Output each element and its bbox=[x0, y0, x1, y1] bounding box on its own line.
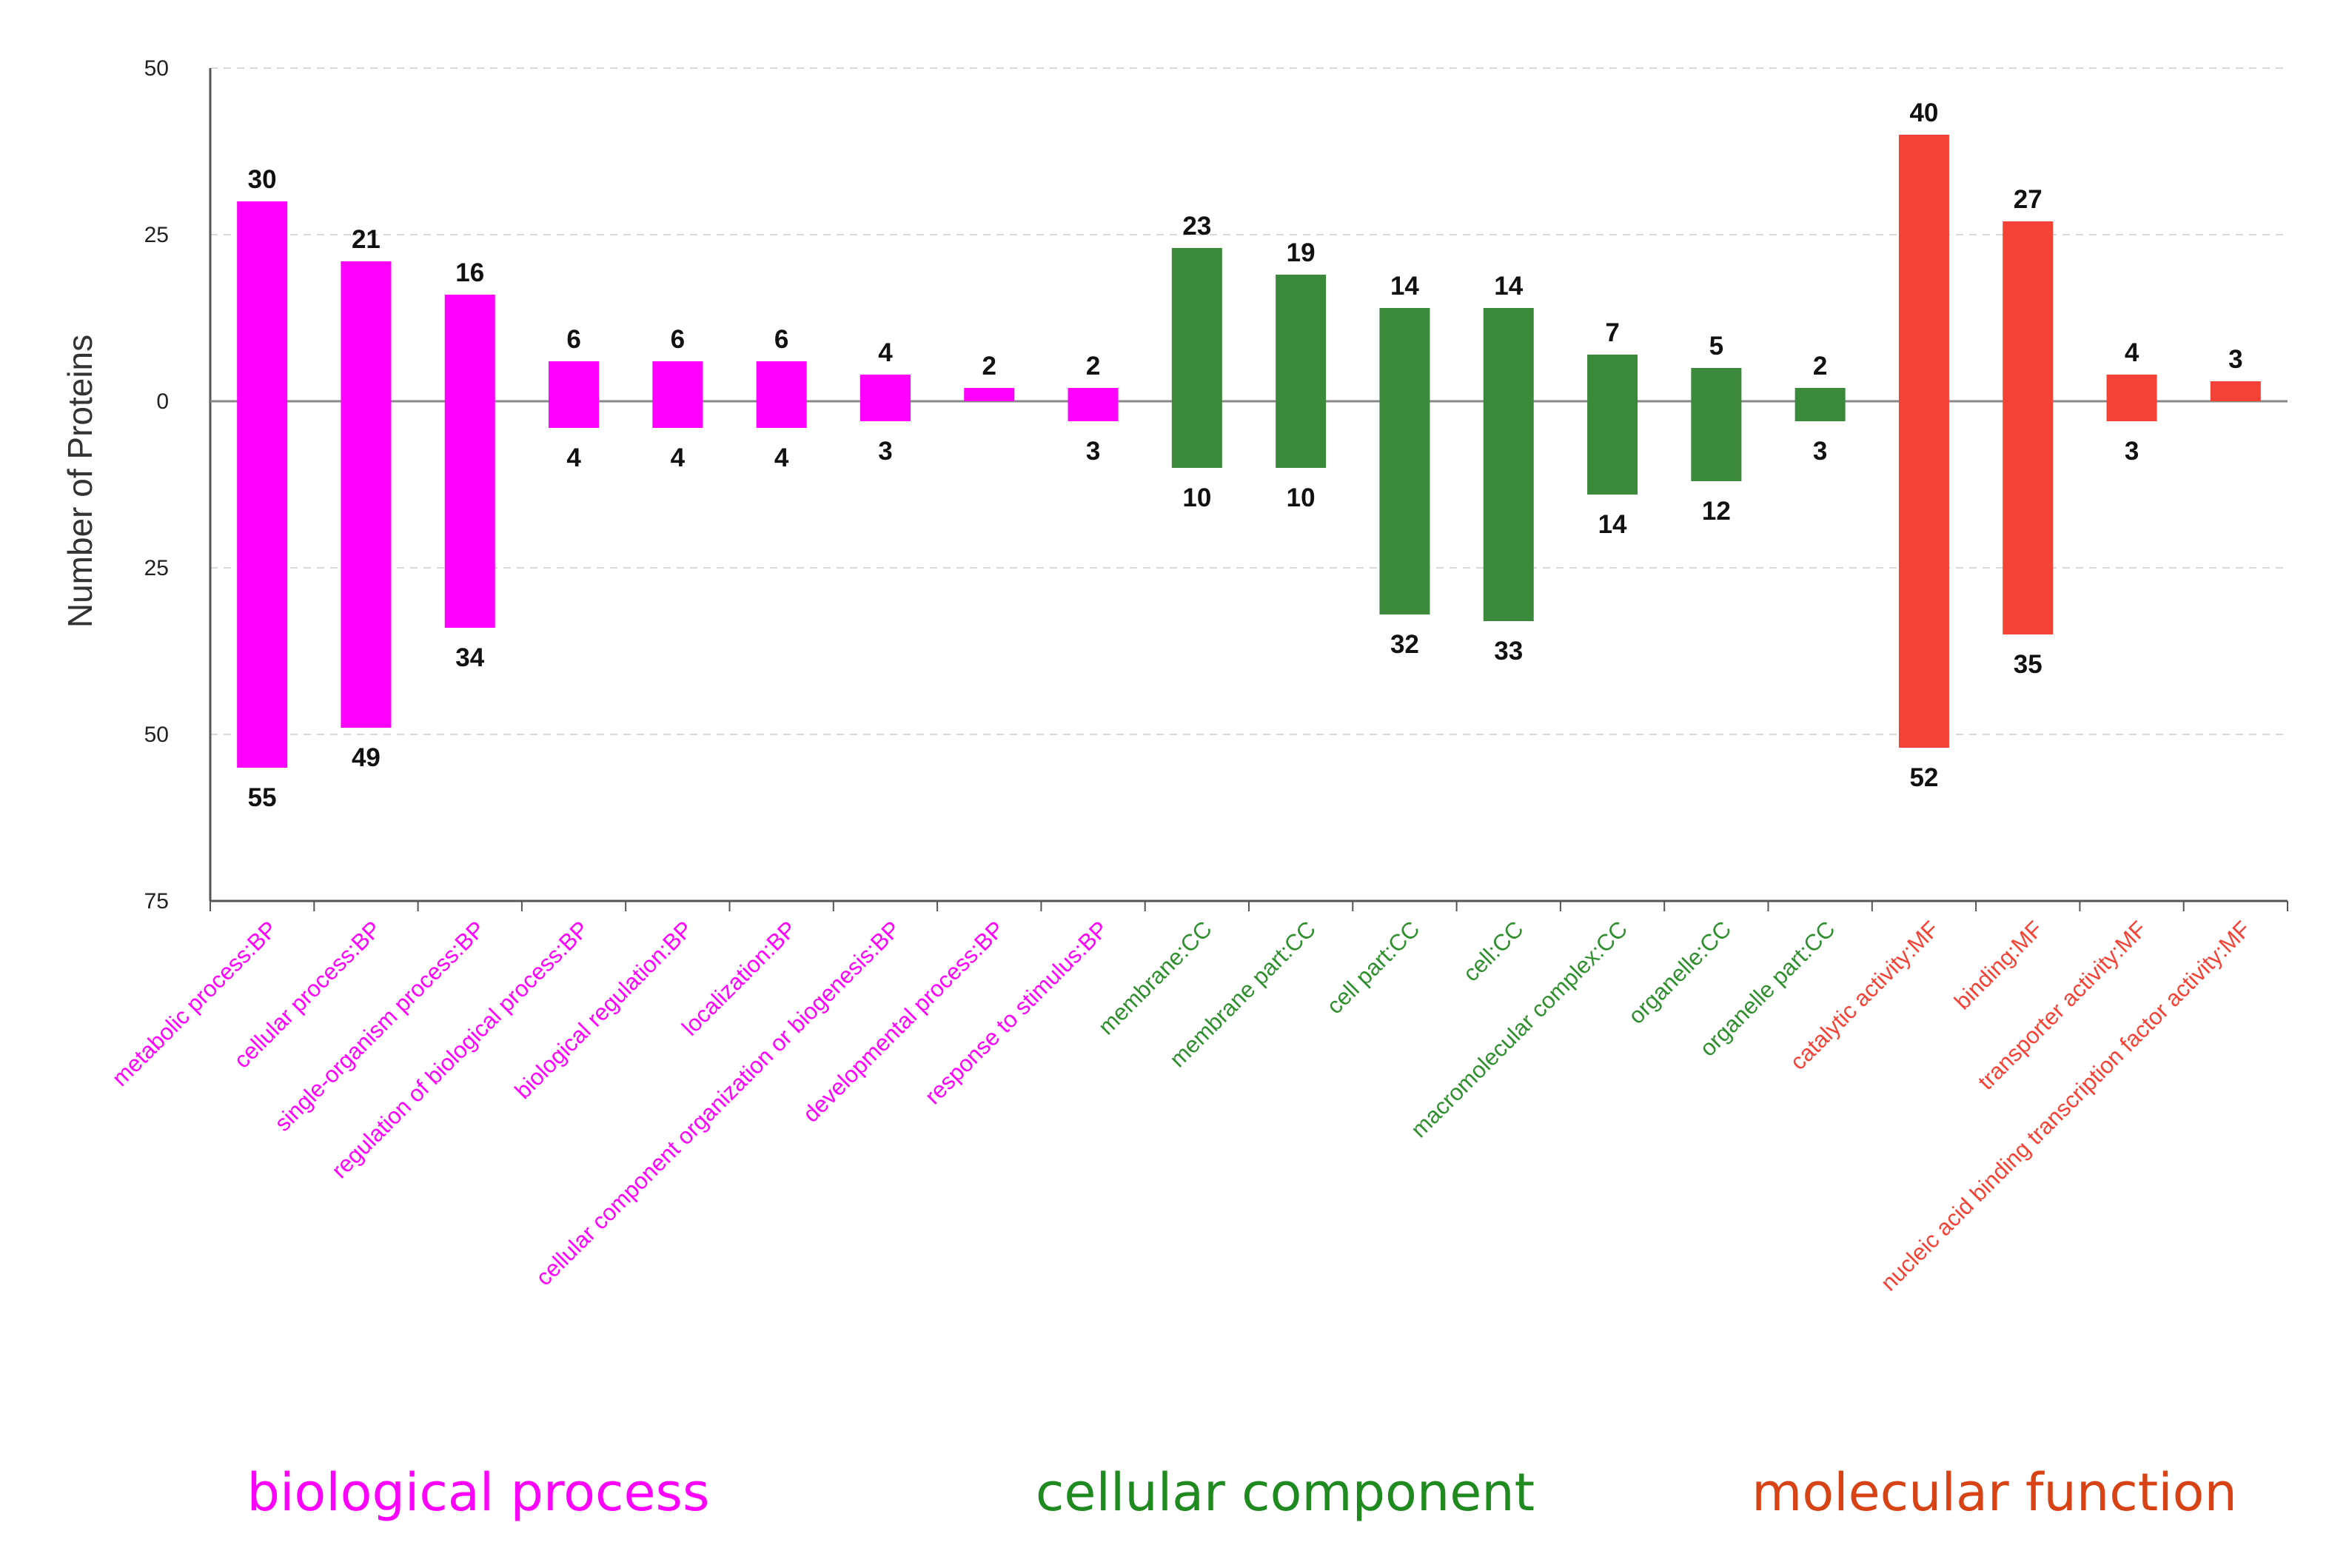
category-label: macromolecular complex:CC bbox=[1406, 916, 1632, 1142]
value-label-up: 2 bbox=[1813, 352, 1827, 381]
value-label-down: 32 bbox=[1390, 630, 1419, 659]
value-label-down: 33 bbox=[1494, 637, 1523, 666]
bar bbox=[652, 361, 703, 428]
value-label-up: 6 bbox=[671, 325, 685, 354]
category-label: response to stimulus:BP bbox=[919, 916, 1113, 1109]
bar bbox=[2210, 381, 2261, 401]
value-label-up: 19 bbox=[1287, 238, 1316, 267]
bar bbox=[341, 261, 392, 728]
bars bbox=[237, 135, 2261, 768]
value-label-up: 27 bbox=[2014, 185, 2043, 214]
y-tick-label: 25 bbox=[144, 556, 169, 580]
value-label-down: 52 bbox=[1909, 763, 1938, 792]
value-label-up: 23 bbox=[1182, 212, 1211, 241]
group-title: cellular component bbox=[1036, 1462, 1535, 1523]
value-label-down: 14 bbox=[1598, 510, 1627, 539]
value-label-up: 7 bbox=[1605, 318, 1619, 347]
value-label-up: 3 bbox=[2228, 345, 2242, 374]
y-tick-label: 50 bbox=[144, 723, 169, 747]
value-label-up: 2 bbox=[982, 352, 996, 381]
y-tick-label: 50 bbox=[144, 56, 169, 81]
value-label-down: 4 bbox=[671, 443, 686, 472]
category-label: single-organism process:BP bbox=[269, 916, 490, 1136]
group-title: molecular function bbox=[1752, 1462, 2237, 1523]
category-label: metabolic process:BP bbox=[107, 916, 282, 1091]
category-label: binding:MF bbox=[1949, 916, 2048, 1014]
category-label: biological regulation:BP bbox=[509, 916, 697, 1104]
value-label-up: 14 bbox=[1390, 272, 1419, 301]
value-label-down: 10 bbox=[1182, 483, 1211, 512]
category-label: cell part:CC bbox=[1321, 916, 1424, 1019]
y-axis-label: Number of Proteins bbox=[61, 335, 99, 628]
y-tick-label: 25 bbox=[144, 223, 169, 247]
bar bbox=[549, 361, 600, 428]
value-label-down: 4 bbox=[774, 443, 789, 472]
value-label-down: 3 bbox=[1086, 437, 1100, 466]
bar bbox=[237, 201, 288, 768]
value-label-down: 10 bbox=[1287, 483, 1316, 512]
value-label-up: 16 bbox=[455, 258, 484, 287]
value-label-down: 49 bbox=[352, 743, 381, 772]
value-label-down: 4 bbox=[566, 443, 581, 472]
value-label-up: 30 bbox=[248, 165, 277, 194]
value-label-down: 3 bbox=[1813, 437, 1827, 466]
value-label-up: 6 bbox=[566, 325, 580, 354]
value-label-up: 4 bbox=[878, 338, 893, 367]
bar bbox=[1794, 388, 1846, 421]
bar bbox=[1276, 275, 1327, 468]
bar bbox=[1068, 388, 1119, 421]
bar bbox=[1483, 308, 1534, 621]
bar bbox=[1898, 135, 1949, 748]
category-label: transporter activity:MF bbox=[1973, 916, 2152, 1095]
value-label-up: 6 bbox=[774, 325, 788, 354]
value-label-down: 35 bbox=[2014, 650, 2043, 679]
category-label: cellular component organization or bioge… bbox=[531, 916, 905, 1290]
bar bbox=[2106, 375, 2157, 421]
bar bbox=[964, 388, 1015, 401]
category-label: developmental process:BP bbox=[798, 916, 1010, 1128]
value-label-down: 3 bbox=[878, 437, 892, 466]
bar bbox=[859, 375, 911, 421]
bar bbox=[1587, 355, 1638, 495]
bar bbox=[1691, 368, 1742, 481]
category-label: nucleic acid binding transcription facto… bbox=[1876, 916, 2256, 1296]
value-label-up: 5 bbox=[1709, 332, 1723, 361]
bar bbox=[1171, 248, 1222, 468]
bar bbox=[444, 295, 495, 628]
value-label-up: 2 bbox=[1086, 352, 1100, 381]
value-label-up: 21 bbox=[352, 225, 381, 254]
group-titles: biological process cellular component mole… bbox=[247, 1462, 2237, 1523]
value-label-down: 3 bbox=[2125, 437, 2139, 466]
value-label-down: 55 bbox=[248, 783, 277, 812]
value-label-down: 34 bbox=[455, 643, 484, 672]
bar bbox=[1379, 308, 1430, 614]
category-label: organelle:CC bbox=[1623, 916, 1737, 1029]
y-tick-label: 0 bbox=[156, 389, 169, 414]
category-label: cell:CC bbox=[1458, 916, 1528, 986]
bar bbox=[2003, 221, 2054, 634]
y-tick-label: 75 bbox=[144, 889, 169, 914]
value-label-up: 40 bbox=[1909, 98, 1938, 127]
bar bbox=[756, 361, 807, 428]
value-label-down: 12 bbox=[1702, 497, 1731, 526]
value-label-up: 4 bbox=[2125, 338, 2139, 367]
value-label-up: 14 bbox=[1494, 272, 1523, 301]
group-title: biological process bbox=[247, 1462, 710, 1523]
